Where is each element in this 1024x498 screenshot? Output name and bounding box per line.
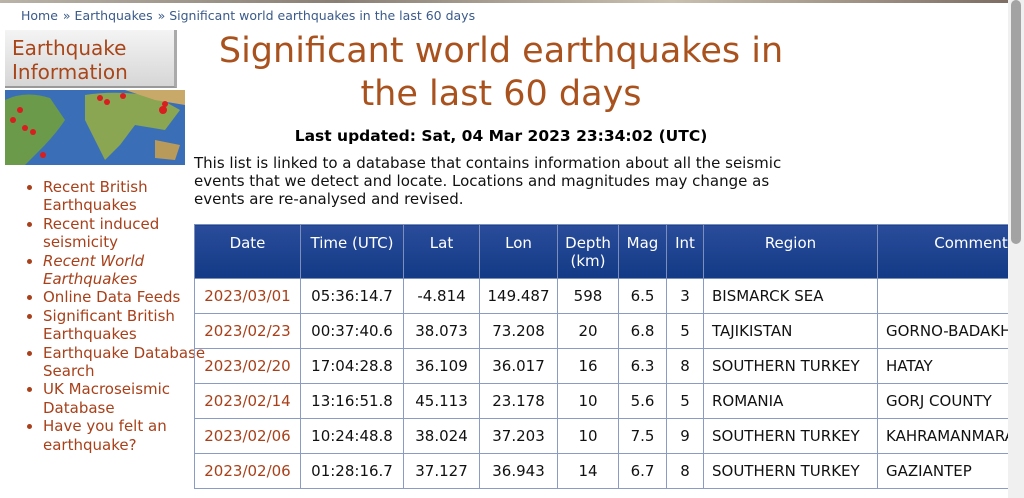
comment-cell: GORJ COUNTY xyxy=(877,383,1008,419)
time-cell: 10:24:48.8 xyxy=(300,418,404,454)
description: This list is linked to a database that c… xyxy=(194,154,782,208)
date-cell[interactable]: 2023/02/20 xyxy=(194,348,301,384)
region-cell: SOUTHERN TURKEY xyxy=(703,453,878,489)
lat-cell: 45.113 xyxy=(403,383,480,419)
comment-cell: HATAY xyxy=(877,348,1008,384)
region-cell: SOUTHERN TURKEY xyxy=(703,418,878,454)
date-cell[interactable]: 2023/02/23 xyxy=(194,313,301,349)
depth-cell: 16 xyxy=(557,348,619,384)
comment-cell xyxy=(877,278,1008,314)
nav-link[interactable]: Online Data Feeds xyxy=(43,288,208,306)
mag-cell: 6.5 xyxy=(618,278,667,314)
table-row: 2023/02/20 17:04:28.8 36.109 36.017 16 6.3 8 SO… xyxy=(194,348,1008,384)
crumb-link[interactable]: » Earthquakes xyxy=(62,8,153,23)
table-row: 2023/02/06 10:24:48.8 38.024 37.203 10 7.5 9 SO… xyxy=(194,418,1008,454)
table-row: 2023/03/01 05:36:14.7 -4.814 149.487 598 6.5 3… xyxy=(194,278,1008,314)
crumb-link[interactable]: Home xyxy=(21,8,58,23)
column-header: Date xyxy=(194,224,301,279)
mag-cell: 6.3 xyxy=(618,348,667,384)
scrollbar-thumb[interactable] xyxy=(1011,0,1021,244)
comment-cell: GORNO-BADAKHSHAN xyxy=(877,313,1008,349)
column-header: Time (UTC) xyxy=(300,224,404,279)
lon-cell: 37.203 xyxy=(479,418,558,454)
lon-cell: 36.943 xyxy=(479,453,558,489)
lat-cell: 38.073 xyxy=(403,313,480,349)
breadcrumb: Home » Earthquakes » Significant world ear… xyxy=(21,8,480,23)
column-header: Mag xyxy=(618,224,667,279)
header-strip xyxy=(0,0,1008,3)
region-cell: SOUTHERN TURKEY xyxy=(703,348,878,384)
int-cell: 8 xyxy=(666,348,704,384)
nav-link[interactable]: Significant British Earthquakes xyxy=(43,307,208,344)
lat-cell: -4.814 xyxy=(403,278,480,314)
int-cell: 9 xyxy=(666,418,704,454)
mag-cell: 6.7 xyxy=(618,453,667,489)
lon-cell: 149.487 xyxy=(479,278,558,314)
lat-cell: 37.127 xyxy=(403,453,480,489)
last-updated: Last updated: Sat, 04 Mar 2023 23:34:02 … xyxy=(294,127,708,145)
time-cell: 00:37:40.6 xyxy=(300,313,404,349)
world-map xyxy=(5,90,185,165)
nav-link[interactable]: UK Macroseismic Database xyxy=(43,380,208,417)
column-header: Lat xyxy=(403,224,480,279)
int-cell: 5 xyxy=(666,383,704,419)
comment-cell: KAHRAMANMARAS xyxy=(877,418,1008,454)
lon-cell: 23.178 xyxy=(479,383,558,419)
nav-link[interactable]: Recent induced seismicity xyxy=(43,215,208,252)
int-cell: 5 xyxy=(666,313,704,349)
nav-link[interactable]: Earthquake Database Search xyxy=(43,344,208,381)
region-cell: ROMANIA xyxy=(703,383,878,419)
nav-link[interactable]: Recent British Earthquakes xyxy=(43,178,208,215)
date-cell[interactable]: 2023/03/01 xyxy=(194,278,301,314)
lat-cell: 36.109 xyxy=(403,348,480,384)
column-header: Region xyxy=(703,224,878,279)
int-cell: 8 xyxy=(666,453,704,489)
table-row: 2023/02/23 00:37:40.6 38.073 73.208 20 6.8 5 TA… xyxy=(194,313,1008,349)
sidebar-title: Earthquake Information xyxy=(5,30,177,88)
region-cell: TAJIKISTAN xyxy=(703,313,878,349)
time-cell: 13:16:51.8 xyxy=(300,383,404,419)
crumb-current: » Significant world earthquakes in the l… xyxy=(157,8,476,23)
page-title: Significant world earthquakes in the las… xyxy=(218,31,784,114)
depth-cell: 598 xyxy=(557,278,619,314)
lon-cell: 73.208 xyxy=(479,313,558,349)
lon-cell: 36.017 xyxy=(479,348,558,384)
mag-cell: 5.6 xyxy=(618,383,667,419)
nav-link[interactable]: Recent World Earthquakes xyxy=(43,252,208,289)
int-cell: 3 xyxy=(666,278,704,314)
table-row: 2023/02/14 13:16:51.8 45.113 23.178 10 5.6 5 RO… xyxy=(194,383,1008,419)
column-header: Int xyxy=(666,224,704,279)
depth-cell: 20 xyxy=(557,313,619,349)
column-header: Lon xyxy=(479,224,558,279)
quake-table: Date Time (UTC) Lat Lon Depth (km) Mag Int Regi… xyxy=(194,224,1008,489)
time-cell: 01:28:16.7 xyxy=(300,453,404,489)
column-header: Depth (km) xyxy=(557,224,619,279)
date-cell[interactable]: 2023/02/06 xyxy=(194,418,301,454)
table-row: 2023/02/06 01:28:16.7 37.127 36.943 14 6.7 8 SO… xyxy=(194,453,1008,489)
column-header: Comment xyxy=(877,224,1008,279)
nav-link[interactable]: Have you felt an earthquake? xyxy=(43,417,208,454)
time-cell: 05:36:14.7 xyxy=(300,278,404,314)
mag-cell: 6.8 xyxy=(618,313,667,349)
mag-cell: 7.5 xyxy=(618,418,667,454)
depth-cell: 14 xyxy=(557,453,619,489)
sidebar-nav: Recent British EarthquakesRecent induced… xyxy=(22,178,208,454)
depth-cell: 10 xyxy=(557,383,619,419)
lat-cell: 38.024 xyxy=(403,418,480,454)
depth-cell: 10 xyxy=(557,418,619,454)
region-cell: BISMARCK SEA xyxy=(703,278,878,314)
time-cell: 17:04:28.8 xyxy=(300,348,404,384)
date-cell[interactable]: 2023/02/06 xyxy=(194,453,301,489)
comment-cell: GAZIANTEP xyxy=(877,453,1008,489)
table-container: Date Time (UTC) Lat Lon Depth (km) Mag Int Regi… xyxy=(194,224,1008,498)
date-cell[interactable]: 2023/02/14 xyxy=(194,383,301,419)
